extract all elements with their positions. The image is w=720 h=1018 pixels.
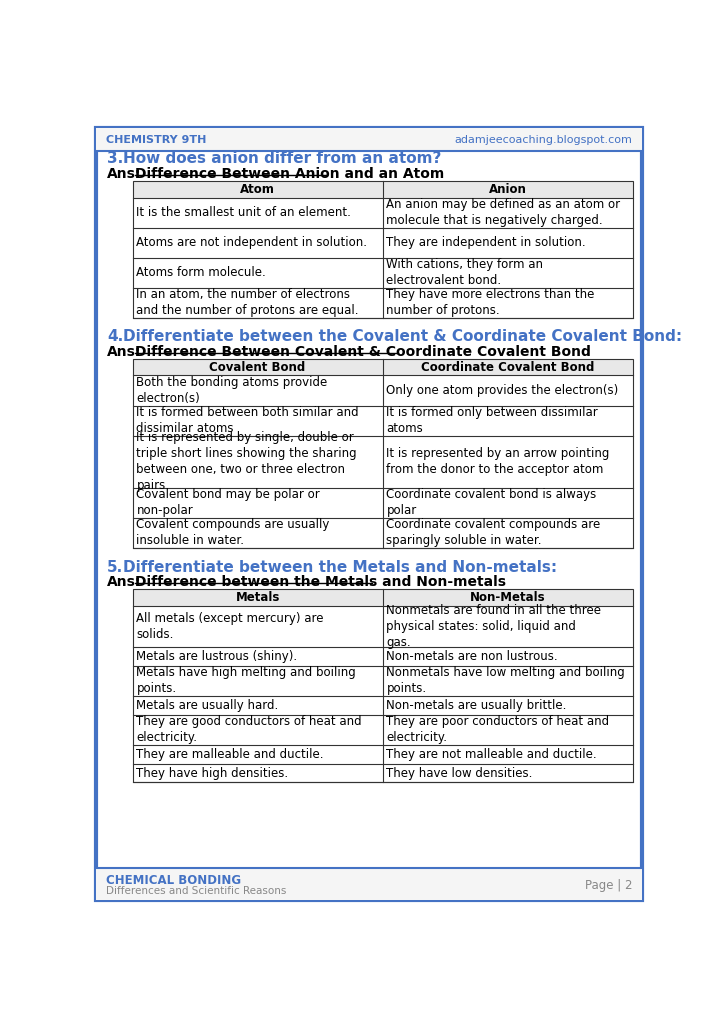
Text: They are poor conductors of heat and
electricity.: They are poor conductors of heat and ele… xyxy=(387,716,610,744)
Bar xyxy=(382,696,632,715)
Text: Difference Between Anion and an Atom: Difference Between Anion and an Atom xyxy=(135,167,444,181)
Bar xyxy=(132,358,632,548)
Bar xyxy=(132,666,382,696)
Bar xyxy=(132,358,382,376)
Bar xyxy=(132,764,382,783)
Bar xyxy=(132,488,382,518)
Text: Coordinate covalent compounds are
sparingly soluble in water.: Coordinate covalent compounds are sparin… xyxy=(387,518,600,548)
Text: How does anion differ from an atom?: How does anion differ from an atom? xyxy=(122,152,441,166)
Text: Ans:: Ans: xyxy=(107,167,141,181)
Text: All metals (except mercury) are
solids.: All metals (except mercury) are solids. xyxy=(137,612,324,640)
Bar xyxy=(382,197,632,228)
Text: Nonmetals have low melting and boiling
points.: Nonmetals have low melting and boiling p… xyxy=(387,667,625,695)
Bar xyxy=(132,588,382,606)
Bar xyxy=(132,405,382,436)
Text: Only one atom provides the electron(s): Only one atom provides the electron(s) xyxy=(387,384,618,397)
Bar xyxy=(382,258,632,288)
Bar xyxy=(96,128,642,152)
Text: Nonmetals are found in all the three
physical states: solid, liquid and
gas.: Nonmetals are found in all the three phy… xyxy=(387,604,601,648)
Text: They are not malleable and ductile.: They are not malleable and ductile. xyxy=(387,747,597,760)
Bar xyxy=(382,288,632,318)
Bar xyxy=(132,228,382,258)
Text: Metals have high melting and boiling
points.: Metals have high melting and boiling poi… xyxy=(137,667,356,695)
Text: Differences and Scientific Reasons: Differences and Scientific Reasons xyxy=(106,886,286,896)
Bar xyxy=(132,180,382,197)
Text: In an atom, the number of electrons
and the number of protons are equal.: In an atom, the number of electrons and … xyxy=(137,288,359,318)
Text: Both the bonding atoms provide
electron(s): Both the bonding atoms provide electron(… xyxy=(137,376,328,405)
Text: Metals: Metals xyxy=(235,590,280,604)
Text: Covalent bond may be polar or
non-polar: Covalent bond may be polar or non-polar xyxy=(137,489,320,517)
Text: They are independent in solution.: They are independent in solution. xyxy=(387,236,586,249)
Bar xyxy=(132,646,382,666)
Bar xyxy=(132,588,632,783)
Text: CHEMICAL BONDING: CHEMICAL BONDING xyxy=(106,874,240,887)
Text: adamjeecoaching.blogspot.com: adamjeecoaching.blogspot.com xyxy=(454,134,632,145)
Bar xyxy=(382,606,632,646)
Text: Metals are lustrous (shiny).: Metals are lustrous (shiny). xyxy=(137,649,297,663)
Text: It is formed between both similar and
dissimilar atoms: It is formed between both similar and di… xyxy=(137,406,359,435)
Text: It is the smallest unit of an element.: It is the smallest unit of an element. xyxy=(137,206,351,219)
Bar xyxy=(382,180,632,197)
Bar xyxy=(132,518,382,548)
Bar xyxy=(382,436,632,488)
Bar xyxy=(382,358,632,376)
Bar xyxy=(382,518,632,548)
Bar xyxy=(382,405,632,436)
Text: They have more electrons than the
number of protons.: They have more electrons than the number… xyxy=(387,288,595,318)
Text: 4.: 4. xyxy=(107,329,123,344)
Text: Non-metals are non lustrous.: Non-metals are non lustrous. xyxy=(387,649,558,663)
Text: It is represented by an arrow pointing
from the donor to the acceptor atom: It is represented by an arrow pointing f… xyxy=(387,447,610,476)
Bar xyxy=(382,666,632,696)
Bar xyxy=(132,696,382,715)
Bar xyxy=(132,376,382,405)
Text: Coordinate Covalent Bond: Coordinate Covalent Bond xyxy=(421,360,594,374)
Text: Ans:: Ans: xyxy=(107,345,141,358)
Bar xyxy=(382,646,632,666)
Text: Coordinate covalent bond is always
polar: Coordinate covalent bond is always polar xyxy=(387,489,597,517)
Text: An anion may be defined as an atom or
molecule that is negatively charged.: An anion may be defined as an atom or mo… xyxy=(387,199,621,227)
Text: Atoms are not independent in solution.: Atoms are not independent in solution. xyxy=(137,236,367,249)
Text: They are malleable and ductile.: They are malleable and ductile. xyxy=(137,747,324,760)
Bar xyxy=(382,488,632,518)
Text: They have high densities.: They have high densities. xyxy=(137,767,289,780)
Bar xyxy=(382,715,632,745)
Text: They have low densities.: They have low densities. xyxy=(387,767,533,780)
Text: Atoms form molecule.: Atoms form molecule. xyxy=(137,266,266,279)
Bar xyxy=(132,715,382,745)
Text: Non-metals are usually brittle.: Non-metals are usually brittle. xyxy=(387,698,567,712)
Bar xyxy=(132,288,382,318)
Text: Differentiate between the Covalent & Coordinate Covalent Bond:: Differentiate between the Covalent & Coo… xyxy=(122,329,682,344)
Bar xyxy=(96,867,642,900)
Text: Page | 2: Page | 2 xyxy=(585,880,632,893)
Text: It is represented by single, double or
triple short lines showing the sharing
be: It is represented by single, double or t… xyxy=(137,432,357,493)
Bar xyxy=(132,436,382,488)
Text: Ans:: Ans: xyxy=(107,575,141,589)
Bar xyxy=(382,764,632,783)
Bar xyxy=(382,228,632,258)
Text: Difference Between Covalent & Coordinate Covalent Bond: Difference Between Covalent & Coordinate… xyxy=(135,345,591,358)
Text: Anion: Anion xyxy=(489,182,526,195)
Text: Non-Metals: Non-Metals xyxy=(469,590,545,604)
Bar xyxy=(132,180,632,318)
Text: Difference between the Metals and Non-metals: Difference between the Metals and Non-me… xyxy=(135,575,506,589)
Bar xyxy=(132,606,382,646)
Text: Metals are usually hard.: Metals are usually hard. xyxy=(137,698,279,712)
Bar xyxy=(382,376,632,405)
Text: 3.: 3. xyxy=(107,152,123,166)
Text: It is formed only between dissimilar
atoms: It is formed only between dissimilar ato… xyxy=(387,406,598,435)
Bar xyxy=(382,588,632,606)
Text: Covalent Bond: Covalent Bond xyxy=(210,360,306,374)
Text: They are good conductors of heat and
electricity.: They are good conductors of heat and ele… xyxy=(137,716,362,744)
Text: Atom: Atom xyxy=(240,182,275,195)
Text: Differentiate between the Metals and Non-metals:: Differentiate between the Metals and Non… xyxy=(122,560,557,574)
Text: With cations, they form an
electrovalent bond.: With cations, they form an electrovalent… xyxy=(387,259,544,287)
Bar xyxy=(382,745,632,764)
Text: 5.: 5. xyxy=(107,560,123,574)
Bar xyxy=(132,197,382,228)
Text: Covalent compounds are usually
insoluble in water.: Covalent compounds are usually insoluble… xyxy=(137,518,330,548)
Bar xyxy=(132,258,382,288)
Text: CHEMISTRY 9TH: CHEMISTRY 9TH xyxy=(106,134,206,145)
Bar xyxy=(132,745,382,764)
